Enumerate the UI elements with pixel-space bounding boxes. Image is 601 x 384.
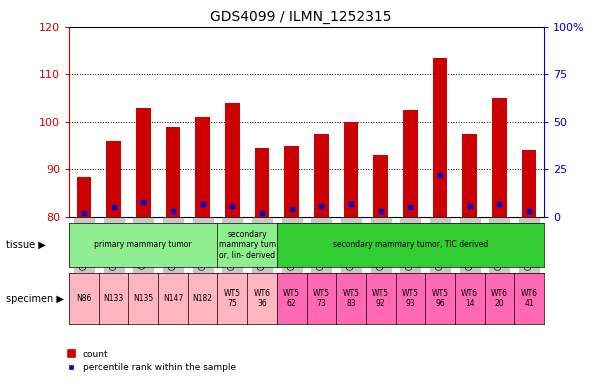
Text: WT5
62: WT5 62 — [283, 289, 300, 308]
Text: WT6
20: WT6 20 — [491, 289, 508, 308]
Bar — [225, 103, 240, 217]
Bar — [462, 134, 477, 217]
Bar — [492, 98, 507, 217]
Bar — [284, 146, 299, 217]
Text: WT6
36: WT6 36 — [254, 289, 270, 308]
Bar — [165, 127, 180, 217]
Bar — [255, 148, 269, 217]
Text: N147: N147 — [163, 294, 183, 303]
Bar — [373, 155, 388, 217]
Bar — [344, 122, 358, 217]
Bar — [433, 58, 448, 217]
Bar — [522, 151, 537, 217]
Text: WT5
73: WT5 73 — [313, 289, 330, 308]
Legend: count, percentile rank within the sample: count, percentile rank within the sample — [59, 346, 240, 376]
Text: primary mammary tumor: primary mammary tumor — [94, 240, 192, 249]
Text: secondary mammary tumor, TIC derived: secondary mammary tumor, TIC derived — [333, 240, 488, 249]
Text: WT5
96: WT5 96 — [432, 289, 448, 308]
Text: WT5
93: WT5 93 — [402, 289, 419, 308]
Text: WT5
92: WT5 92 — [372, 289, 389, 308]
Text: N86: N86 — [76, 294, 91, 303]
Text: WT5
83: WT5 83 — [343, 289, 359, 308]
Text: secondary
mammary tum
or, lin- derived: secondary mammary tum or, lin- derived — [219, 230, 276, 260]
Bar — [314, 134, 329, 217]
Text: N135: N135 — [133, 294, 153, 303]
Bar — [136, 108, 151, 217]
Text: N182: N182 — [193, 294, 213, 303]
Text: tissue ▶: tissue ▶ — [6, 240, 46, 250]
Bar — [106, 141, 121, 217]
Text: WT5
75: WT5 75 — [224, 289, 241, 308]
Bar — [195, 117, 210, 217]
Text: WT6
14: WT6 14 — [461, 289, 478, 308]
Bar — [403, 110, 418, 217]
Text: N133: N133 — [103, 294, 124, 303]
Text: GDS4099 / ILMN_1252315: GDS4099 / ILMN_1252315 — [210, 10, 391, 23]
Text: WT6
41: WT6 41 — [520, 289, 537, 308]
Text: specimen ▶: specimen ▶ — [6, 293, 64, 304]
Bar — [76, 177, 91, 217]
